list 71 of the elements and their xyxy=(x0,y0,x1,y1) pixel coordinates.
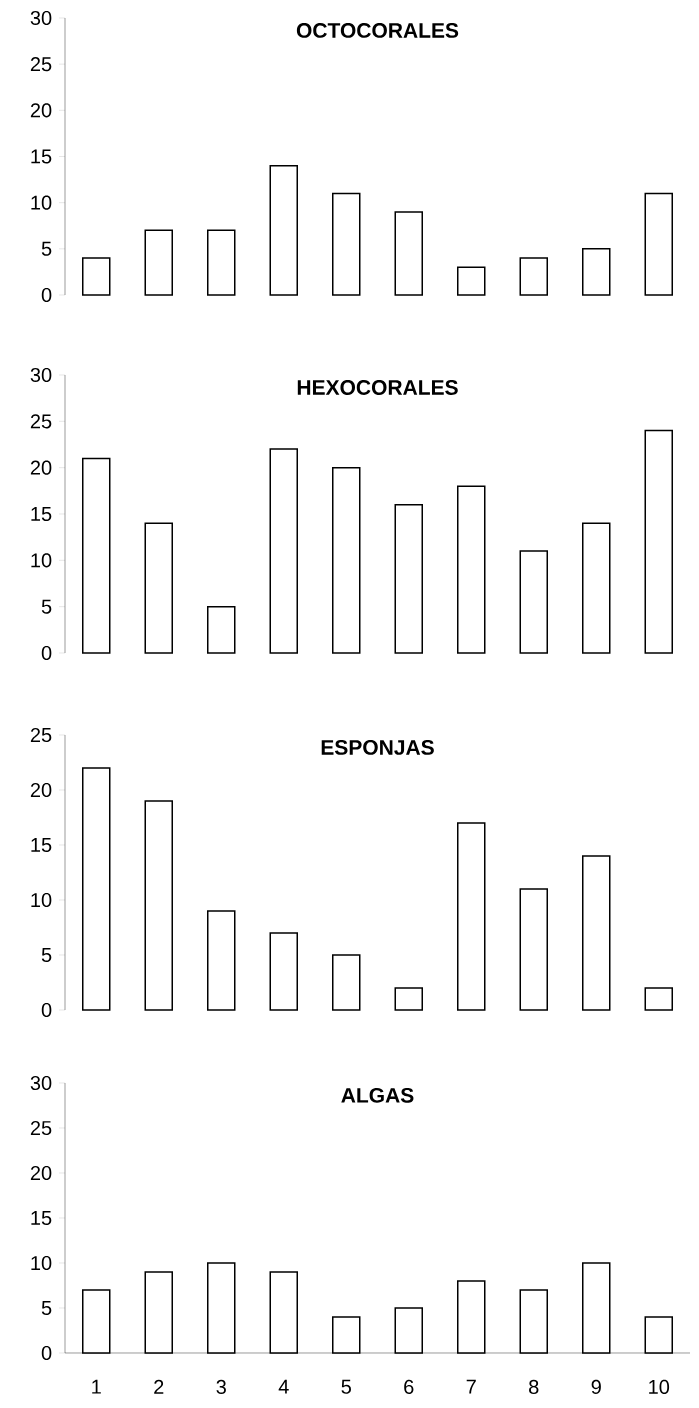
bar xyxy=(269,448,298,654)
bar xyxy=(332,192,361,296)
y-tick-label: 15 xyxy=(31,507,52,521)
bar xyxy=(269,932,298,1011)
y-tick-label: 25 xyxy=(30,1120,52,1136)
bar xyxy=(457,266,486,296)
bar xyxy=(582,522,611,654)
bar xyxy=(644,987,674,1011)
y-tick-label: 0 xyxy=(41,287,52,303)
x-tick-label: 4 xyxy=(278,1379,289,1394)
y-tick-label: 25 xyxy=(30,414,52,429)
x-tick-label: 5 xyxy=(341,1379,351,1394)
bar xyxy=(394,987,423,1011)
y-tick-label: 20 xyxy=(30,460,52,475)
y-tick-label: 5 xyxy=(41,241,52,256)
y-tick-label: 0 xyxy=(41,1002,52,1018)
y-tick-label: 10 xyxy=(31,553,52,568)
bar xyxy=(269,164,298,296)
y-tick-label: 25 xyxy=(30,57,52,72)
bar xyxy=(207,910,236,1011)
x-tick-label: 7 xyxy=(466,1379,476,1394)
bar xyxy=(457,822,486,1011)
y-tick-label: 5 xyxy=(41,599,52,614)
bar xyxy=(457,485,486,654)
bar xyxy=(394,211,423,296)
x-tick-label: 1 xyxy=(92,1379,101,1394)
chart-title: ALGAS xyxy=(341,1087,414,1103)
y-tick-label: 30 xyxy=(30,367,52,383)
bar xyxy=(332,954,361,1011)
y-tick-label: 15 xyxy=(31,838,52,852)
y-tick-label: 0 xyxy=(41,1345,52,1361)
bar xyxy=(644,192,674,296)
y-tick-label: 20 xyxy=(30,1165,52,1181)
bar xyxy=(582,248,611,296)
chart-title: ESPONJAS xyxy=(321,739,434,755)
bar xyxy=(394,503,423,654)
x-tick-label: 3 xyxy=(216,1379,226,1395)
y-tick-label: 5 xyxy=(41,948,52,962)
y-tick-label: 10 xyxy=(31,1255,52,1271)
bar xyxy=(519,550,548,654)
bar xyxy=(519,257,548,296)
bar xyxy=(144,522,173,654)
y-tick-label: 5 xyxy=(41,1301,52,1315)
x-tick-label: 2 xyxy=(154,1379,164,1394)
bar xyxy=(82,257,111,296)
y-tick-label: 15 xyxy=(31,1211,52,1225)
x-tick-label: 8 xyxy=(529,1379,539,1395)
y-tick-label: 30 xyxy=(30,10,52,26)
bar xyxy=(332,466,361,654)
y-tick-label: 15 xyxy=(31,149,52,164)
bar xyxy=(82,767,111,1011)
bar xyxy=(82,457,111,654)
bar xyxy=(144,800,173,1011)
x-tick-label: 10 xyxy=(649,1379,670,1395)
y-tick-label: 20 xyxy=(30,782,52,798)
y-tick-label: 0 xyxy=(41,645,52,661)
bar xyxy=(519,888,548,1011)
bar xyxy=(582,855,611,1011)
y-tick-label: 10 xyxy=(31,195,52,210)
y-tick-label: 20 xyxy=(30,103,52,118)
chart-title: OCTOCORALES xyxy=(296,23,459,38)
x-tick-label: 6 xyxy=(404,1379,414,1395)
bar xyxy=(207,229,236,296)
y-tick-label: 10 xyxy=(31,892,52,908)
y-tick-label: 25 xyxy=(30,727,52,743)
bar xyxy=(144,229,173,296)
bar xyxy=(644,429,674,654)
x-tick-label: 9 xyxy=(591,1379,601,1395)
bar xyxy=(207,605,236,654)
y-tick-label: 30 xyxy=(30,1075,52,1091)
chart-title: HEXOCORALES xyxy=(297,380,458,395)
